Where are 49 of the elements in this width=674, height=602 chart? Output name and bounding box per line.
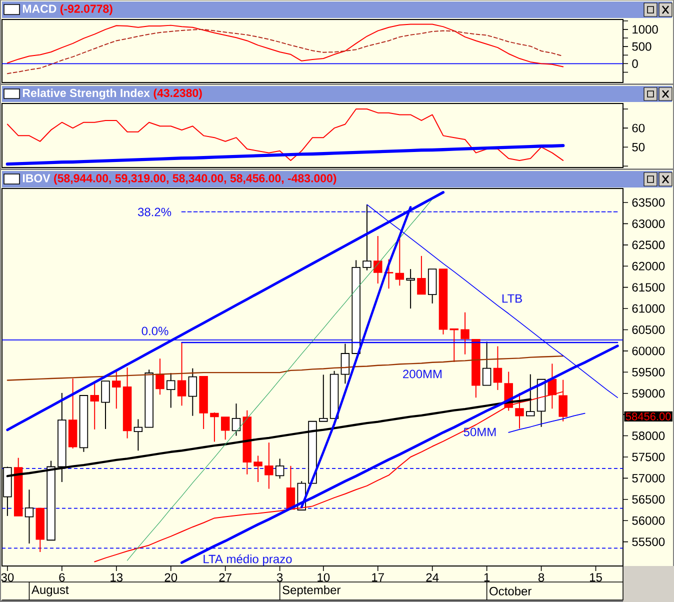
y-tick-label: 63000 [632, 219, 665, 228]
x-tick-label: 30 [1, 573, 14, 582]
x-tick-label: 10 [318, 573, 330, 582]
y-tick-label: 57000 [632, 474, 665, 482]
y-tick-label: 62000 [632, 262, 665, 270]
chart-title: IBOV [22, 174, 50, 182]
annotation: 200MM [403, 370, 442, 378]
x-tick-label: 6 [59, 573, 65, 582]
chart-subtitle: (58,944.00, 59,319.00, 58,340.00, 58,456.00, -483.000) [54, 174, 336, 185]
y-tick-label: 61500 [632, 283, 665, 292]
x-tick-label: 3 [276, 573, 283, 582]
x-tick-label: 1 [484, 573, 490, 582]
annotation: 50MM [464, 428, 496, 436]
x-tick-label: 8 [538, 573, 544, 582]
text: September [282, 585, 341, 597]
annotation: LTA médio prazo [204, 554, 292, 566]
y-tick-label: 62500 [632, 240, 665, 250]
y-tick-label: 57500 [632, 452, 665, 462]
annotation: 38.2% [138, 208, 172, 216]
y-tick-label: 58000 [632, 432, 665, 440]
y-tick-label: 1000 [632, 25, 658, 34]
y-tick-label: 59000 [632, 389, 665, 398]
x-tick-label: 15 [590, 573, 602, 582]
x-tick-label: 24 [426, 573, 439, 582]
x-tick-label: 20 [164, 573, 178, 582]
text: August [31, 586, 69, 596]
x-tick-label: 13 [110, 573, 123, 582]
chart-subtitle: (-92.0778) [60, 4, 112, 16]
chart-title: MACD [22, 4, 56, 13]
y-tick-label: 56500 [632, 495, 665, 504]
y-tick-label: 56000 [632, 516, 665, 525]
annotation: 0.0% [142, 326, 168, 336]
x-tick-label: 17 [372, 573, 384, 582]
y-tick-label: 0 [632, 59, 638, 68]
chart-subtitle: (43.2380) [154, 88, 202, 100]
y-tick-label: 60000 [632, 346, 665, 356]
chart-title: Relative Strength Index [22, 88, 150, 100]
y-tick-label: 63500 [632, 198, 665, 207]
y-tick-label: 50 [632, 142, 645, 152]
y-tick-label: 55500 [632, 538, 665, 546]
y-tick-label: 500 [632, 42, 652, 51]
y-tick-label: 60 [632, 124, 645, 132]
text: 58456.00 [626, 412, 671, 420]
y-tick-label: 59500 [632, 368, 665, 376]
y-tick-label: 60500 [632, 326, 665, 334]
annotation: LTB [502, 294, 522, 303]
x-tick-label: 27 [219, 573, 232, 582]
y-tick-label: 61000 [632, 304, 665, 313]
text: October [490, 586, 532, 596]
